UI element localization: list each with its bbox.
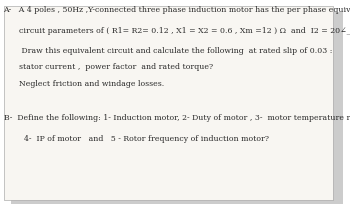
Text: A-   A 4 poles , 50Hz ,Y-connected three phase induction motor has the per phase: A- A 4 poles , 50Hz ,Y-connected three p… [4,6,350,14]
Text: stator current ,  power factor  and rated torque?: stator current , power factor and rated … [4,63,213,71]
Text: Neglect friction and windage losses.: Neglect friction and windage losses. [4,80,164,88]
FancyBboxPatch shape [4,6,332,200]
Text: Draw this equivalent circuit and calculate the following  at rated slip of 0.03 : Draw this equivalent circuit and calcula… [4,47,332,55]
Text: circuit parameters of ( R1= R2= 0.12 , X1 = X2 = 0.6 , Xm =12 ) Ω  and  I2 = 20∠: circuit parameters of ( R1= R2= 0.12 , X… [4,27,350,34]
FancyBboxPatch shape [10,12,343,204]
Text: B-  Define the following: 1- Induction motor, 2- Duty of motor , 3-  motor tempe: B- Define the following: 1- Induction mo… [4,114,350,122]
Text: 4-  IP of motor   and   5 - Rotor frequency of induction motor?: 4- IP of motor and 5 - Rotor frequency o… [4,135,268,143]
